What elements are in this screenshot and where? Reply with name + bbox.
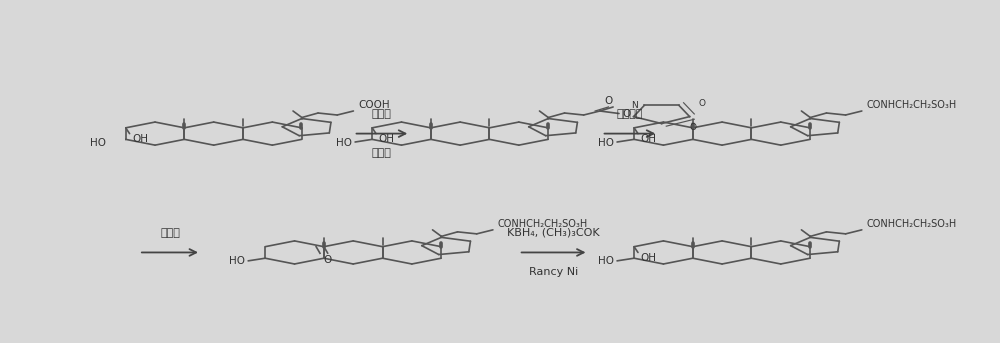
Text: OH: OH	[640, 253, 656, 263]
Text: OH: OH	[640, 134, 656, 144]
Text: O: O	[324, 255, 332, 265]
Text: HO: HO	[598, 138, 614, 147]
Text: 牛磺酸钠: 牛磺酸钠	[617, 109, 643, 119]
Text: OH: OH	[378, 134, 394, 144]
Text: Rancy Ni: Rancy Ni	[529, 267, 578, 277]
Text: KBH₄, (CH₃)₃COK: KBH₄, (CH₃)₃COK	[507, 228, 600, 238]
Text: 催化剂: 催化剂	[372, 148, 392, 158]
Text: HO: HO	[336, 138, 352, 147]
Text: O: O	[604, 96, 613, 106]
Text: 氧化剂: 氧化剂	[160, 228, 180, 238]
Text: CONHCH₂CH₂SO₃H: CONHCH₂CH₂SO₃H	[498, 218, 588, 228]
Text: HO: HO	[90, 138, 106, 147]
Text: O: O	[622, 108, 630, 119]
Text: COOH: COOH	[358, 100, 390, 110]
Text: HO: HO	[598, 256, 614, 267]
Text: N: N	[631, 101, 638, 110]
Text: O: O	[690, 123, 697, 132]
Text: OH: OH	[132, 134, 148, 144]
Text: 缩合剂: 缩合剂	[372, 109, 392, 119]
Text: CONHCH₂CH₂SO₃H: CONHCH₂CH₂SO₃H	[866, 218, 957, 228]
Text: CONHCH₂CH₂SO₃H: CONHCH₂CH₂SO₃H	[866, 100, 957, 110]
Text: HO: HO	[229, 256, 245, 267]
Text: O: O	[698, 99, 705, 108]
